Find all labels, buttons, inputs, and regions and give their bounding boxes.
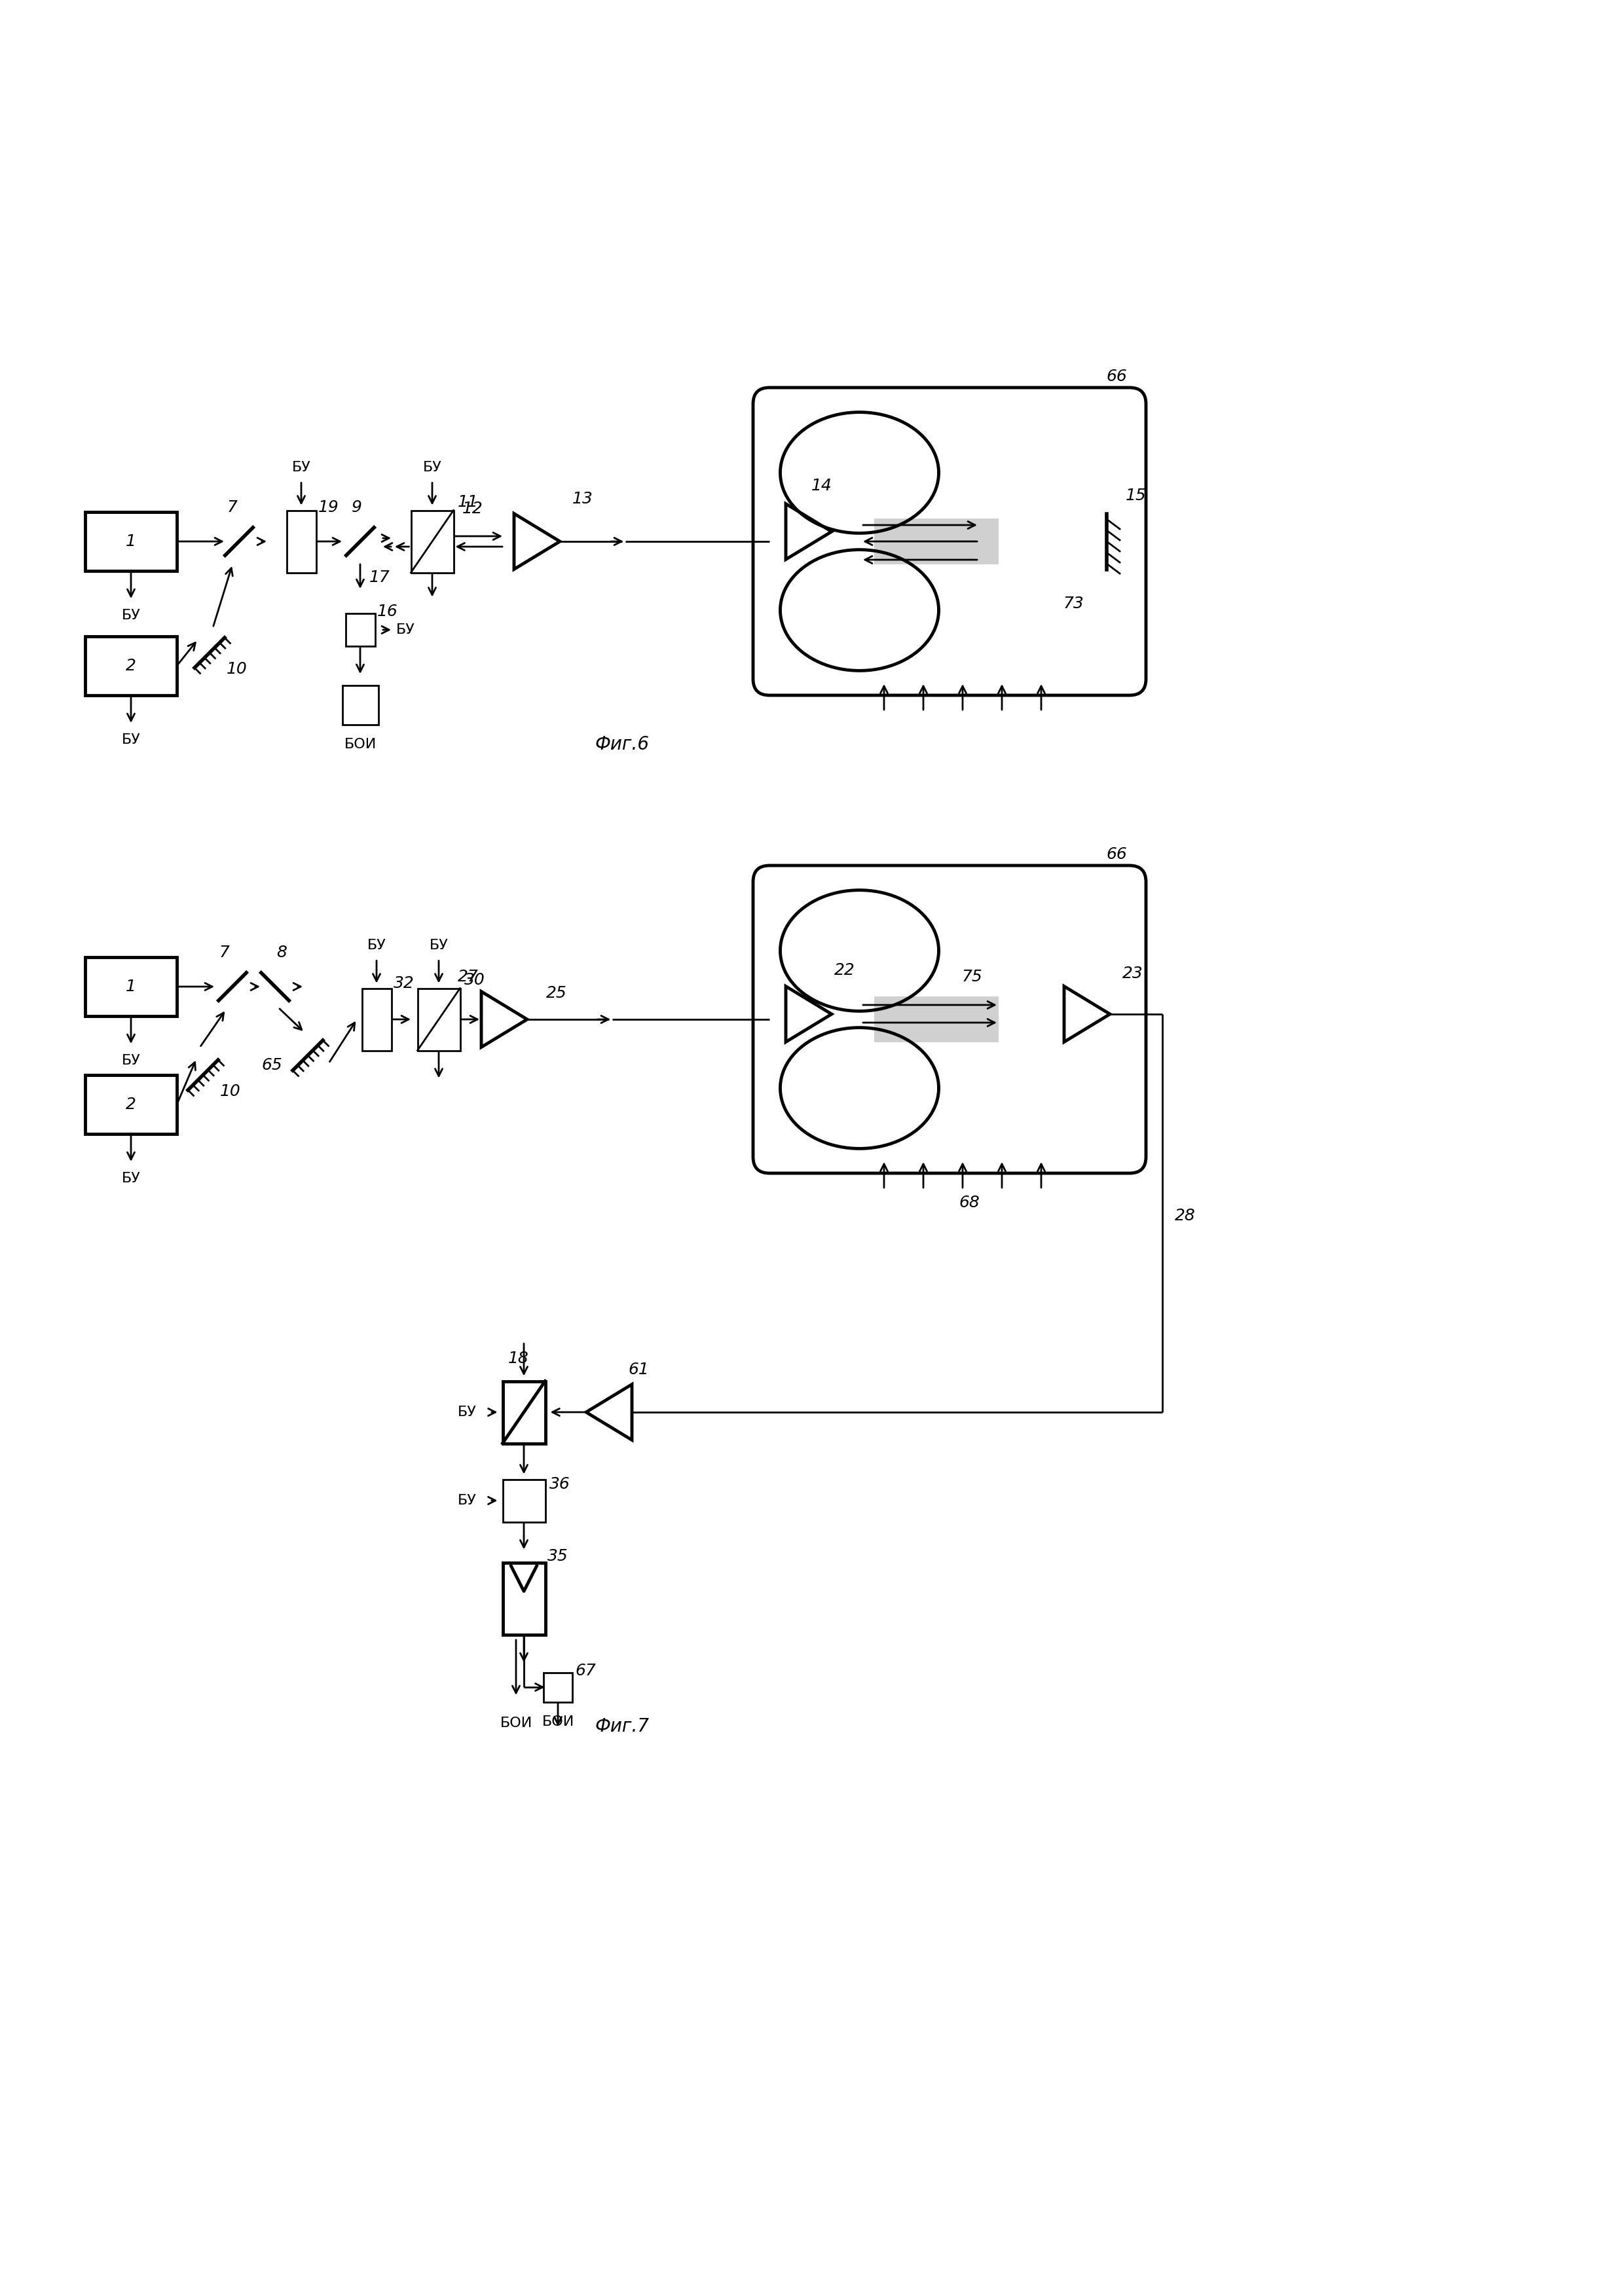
Text: 12: 12 bbox=[461, 501, 482, 517]
Text: БОИ: БОИ bbox=[344, 737, 377, 751]
Text: БУ: БУ bbox=[429, 939, 448, 953]
Text: 2: 2 bbox=[125, 1097, 136, 1111]
Text: БОИ: БОИ bbox=[500, 1717, 533, 1729]
FancyBboxPatch shape bbox=[754, 388, 1147, 696]
Text: 35: 35 bbox=[547, 1548, 568, 1564]
Text: 8: 8 bbox=[276, 944, 287, 960]
Bar bbox=[874, 996, 999, 1042]
Bar bbox=[417, 987, 460, 1052]
Text: 17: 17 bbox=[369, 569, 390, 585]
FancyBboxPatch shape bbox=[754, 866, 1147, 1173]
Bar bbox=[84, 957, 177, 1017]
Bar bbox=[502, 1479, 546, 1522]
Text: 13: 13 bbox=[572, 491, 593, 507]
Text: 7: 7 bbox=[219, 944, 231, 960]
Text: 16: 16 bbox=[377, 604, 398, 620]
Text: 73: 73 bbox=[1064, 595, 1085, 611]
Bar bbox=[502, 1564, 546, 1635]
Text: 1: 1 bbox=[125, 978, 136, 994]
Text: 27: 27 bbox=[458, 969, 479, 985]
Bar bbox=[542, 1671, 573, 1701]
Text: 10: 10 bbox=[227, 661, 247, 677]
Text: 25: 25 bbox=[546, 985, 567, 1001]
Text: 30: 30 bbox=[464, 971, 486, 987]
Bar bbox=[343, 687, 378, 726]
Text: БУ: БУ bbox=[422, 461, 442, 475]
Text: 2: 2 bbox=[125, 659, 136, 673]
Text: 18: 18 bbox=[508, 1350, 529, 1366]
Text: 14: 14 bbox=[812, 478, 831, 494]
Text: 65: 65 bbox=[261, 1058, 283, 1072]
Text: Фиг.7: Фиг.7 bbox=[594, 1717, 650, 1736]
Text: 7: 7 bbox=[227, 501, 237, 514]
Text: БУ: БУ bbox=[122, 732, 140, 746]
Text: 36: 36 bbox=[549, 1476, 570, 1492]
Text: 23: 23 bbox=[1122, 967, 1143, 980]
Bar bbox=[362, 987, 391, 1052]
Text: БУ: БУ bbox=[367, 939, 387, 953]
Text: 66: 66 bbox=[1106, 847, 1127, 863]
Text: 67: 67 bbox=[575, 1662, 596, 1678]
Text: БОИ: БОИ bbox=[542, 1715, 573, 1729]
Bar bbox=[502, 1382, 546, 1444]
Text: 75: 75 bbox=[961, 969, 983, 985]
Text: 28: 28 bbox=[1174, 1208, 1195, 1224]
Text: БУ: БУ bbox=[458, 1495, 477, 1506]
Bar bbox=[411, 510, 453, 572]
Text: 68: 68 bbox=[958, 1194, 979, 1210]
Text: Фиг.6: Фиг.6 bbox=[594, 735, 650, 753]
Text: БУ: БУ bbox=[122, 1171, 140, 1185]
Bar bbox=[84, 636, 177, 696]
Text: БУ: БУ bbox=[458, 1405, 477, 1419]
Text: 10: 10 bbox=[221, 1084, 240, 1100]
Text: БУ: БУ bbox=[122, 1054, 140, 1068]
Text: БУ: БУ bbox=[122, 608, 140, 622]
Text: 32: 32 bbox=[393, 976, 414, 992]
Bar bbox=[84, 512, 177, 572]
Bar bbox=[874, 519, 999, 565]
Text: 61: 61 bbox=[628, 1362, 650, 1378]
Text: 11: 11 bbox=[458, 494, 479, 510]
Text: 15: 15 bbox=[1125, 487, 1147, 503]
Text: БУ: БУ bbox=[396, 622, 416, 636]
Bar bbox=[84, 1075, 177, 1134]
Text: 66: 66 bbox=[1106, 370, 1127, 383]
Bar bbox=[346, 613, 375, 645]
Text: БУ: БУ bbox=[292, 461, 310, 475]
Text: 1: 1 bbox=[125, 533, 136, 549]
Text: 9: 9 bbox=[352, 501, 362, 514]
Text: 22: 22 bbox=[835, 962, 856, 978]
Text: 19: 19 bbox=[318, 501, 339, 514]
Bar bbox=[286, 510, 317, 572]
